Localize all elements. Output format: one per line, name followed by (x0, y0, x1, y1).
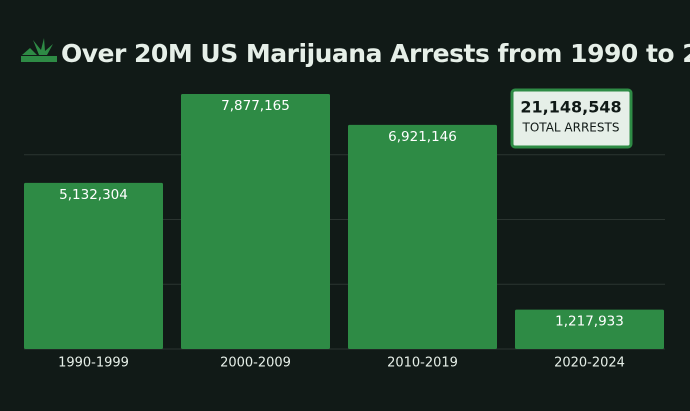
x-tick-label: 2000-2009 (220, 356, 291, 371)
value-label: 1,217,933 (555, 314, 624, 330)
value-label: 7,877,165 (221, 98, 290, 114)
x-tick-label: 1990-1999 (58, 356, 129, 371)
leaf-icon (21, 38, 57, 62)
x-tick-label: 2010-2019 (387, 356, 458, 371)
annotation-label: TOTAL ARRESTS (522, 121, 620, 135)
annotation-value: 21,148,548 (520, 98, 621, 117)
bar (348, 124, 497, 350)
plot: 5,132,304 1990-1999 7,877,165 2000-2009 6,92… (24, 93, 665, 371)
chart-title: Over 20M US Marijuana Arrests from 1990 … (61, 39, 690, 68)
annotation-box (510, 88, 633, 149)
bar (515, 309, 664, 349)
bar (24, 182, 163, 349)
bar (181, 93, 330, 350)
x-tick-label: 2020-2024 (554, 356, 625, 371)
value-label: 5,132,304 (59, 187, 128, 203)
value-label: 6,921,146 (388, 129, 457, 145)
